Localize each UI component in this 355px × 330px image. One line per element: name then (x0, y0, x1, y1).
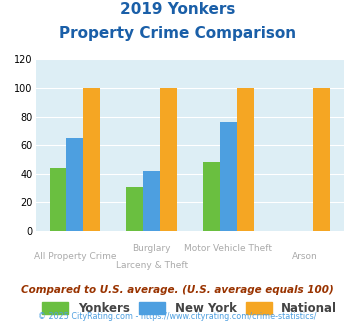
Text: © 2025 CityRating.com - https://www.cityrating.com/crime-statistics/: © 2025 CityRating.com - https://www.city… (38, 312, 317, 321)
Text: Compared to U.S. average. (U.S. average equals 100): Compared to U.S. average. (U.S. average … (21, 285, 334, 295)
Text: 2019 Yonkers: 2019 Yonkers (120, 2, 235, 16)
Text: Motor Vehicle Theft: Motor Vehicle Theft (184, 244, 272, 253)
Text: Arson: Arson (292, 252, 318, 261)
Text: Burglary: Burglary (132, 244, 171, 253)
Bar (313, 88, 330, 231)
Legend: Yonkers, New York, National: Yonkers, New York, National (43, 302, 337, 315)
Bar (126, 187, 143, 231)
Text: All Property Crime: All Property Crime (34, 252, 116, 261)
Bar (237, 88, 253, 231)
Bar (160, 88, 177, 231)
Bar (50, 168, 66, 231)
Bar (143, 171, 160, 231)
Bar (220, 122, 237, 231)
Text: Property Crime Comparison: Property Crime Comparison (59, 26, 296, 41)
Text: Larceny & Theft: Larceny & Theft (115, 261, 188, 270)
Bar (66, 138, 83, 231)
Bar (203, 162, 220, 231)
Bar (83, 88, 100, 231)
